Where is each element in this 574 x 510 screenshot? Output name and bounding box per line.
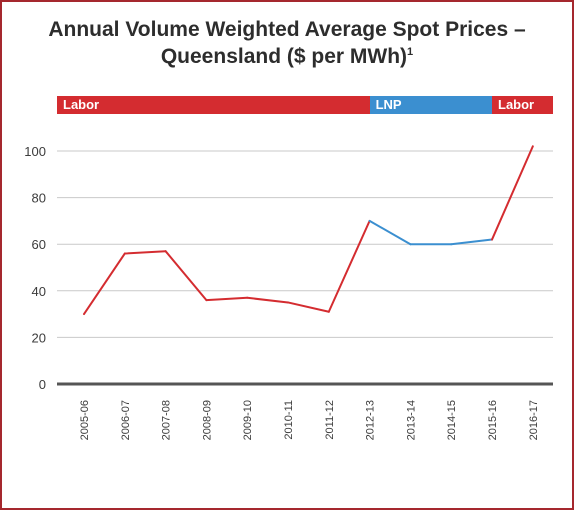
party-band: Labor [492,96,553,114]
data-point [165,250,167,252]
party-band: Labor [57,96,370,114]
party-band-label: LNP [375,97,402,112]
x-tick-label: 2011-12 [324,400,336,440]
data-point [205,299,207,301]
title-footnote-marker: 1 [407,46,414,58]
data-point [369,220,371,222]
x-tick-label: 2009-10 [242,400,254,440]
x-tick-label: 2012-13 [365,400,377,440]
line-segment [287,301,330,313]
x-tick-label: 2014-15 [446,400,458,440]
data-point [450,243,452,245]
party-band: LNP [369,96,492,114]
price-series [83,145,534,316]
x-tick-label: 2010-11 [283,400,295,440]
line-segment [327,219,371,313]
x-tick-label: 2005-06 [79,400,91,440]
y-tick-labels: 0 20 40 60 80 100 [24,144,46,392]
line-segment [491,145,534,241]
chart-title: Annual Volume Weighted Average Spot Pric… [0,16,574,70]
x-tick-label: 2013-14 [405,400,417,440]
line-segment [164,250,208,302]
y-tick-label: 60 [32,237,46,252]
x-tick-label: 2007-08 [161,400,173,440]
data-point [491,239,493,241]
party-band-label: Labor [498,97,535,112]
gridlines [57,150,553,386]
line-segment [368,219,412,246]
line-segment [246,296,289,304]
x-tick-label: 2008-09 [201,400,213,440]
data-point [532,145,534,147]
line-segment [450,238,493,246]
line-segment [123,250,167,255]
y-tick-label: 100 [24,144,46,159]
chart-title-line2: Queensland ($ per MWh) [160,45,408,68]
data-point [246,297,248,299]
data-point [287,301,289,303]
line-segment [205,296,249,302]
x-tick-label: 2015-16 [487,400,499,440]
y-tick-label: 80 [32,191,46,206]
y-tick-label: 0 [39,377,46,392]
data-point [124,253,126,255]
party-band-label: Labor [63,97,100,112]
x-tick-label: 2006-07 [120,400,132,440]
x-tick-label: 2016-17 [528,400,540,440]
y-tick-label: 40 [32,284,46,299]
data-point [328,311,330,313]
x-tick-labels: 2005-06 2006-07 2007-08 2008-09 2009-10 2010-… [79,400,540,440]
data-point [409,243,411,245]
data-point [83,313,85,315]
y-tick-label: 20 [32,330,46,345]
line-segment [83,252,126,316]
chart-title-line1: Annual Volume Weighted Average Spot Pric… [48,18,526,41]
